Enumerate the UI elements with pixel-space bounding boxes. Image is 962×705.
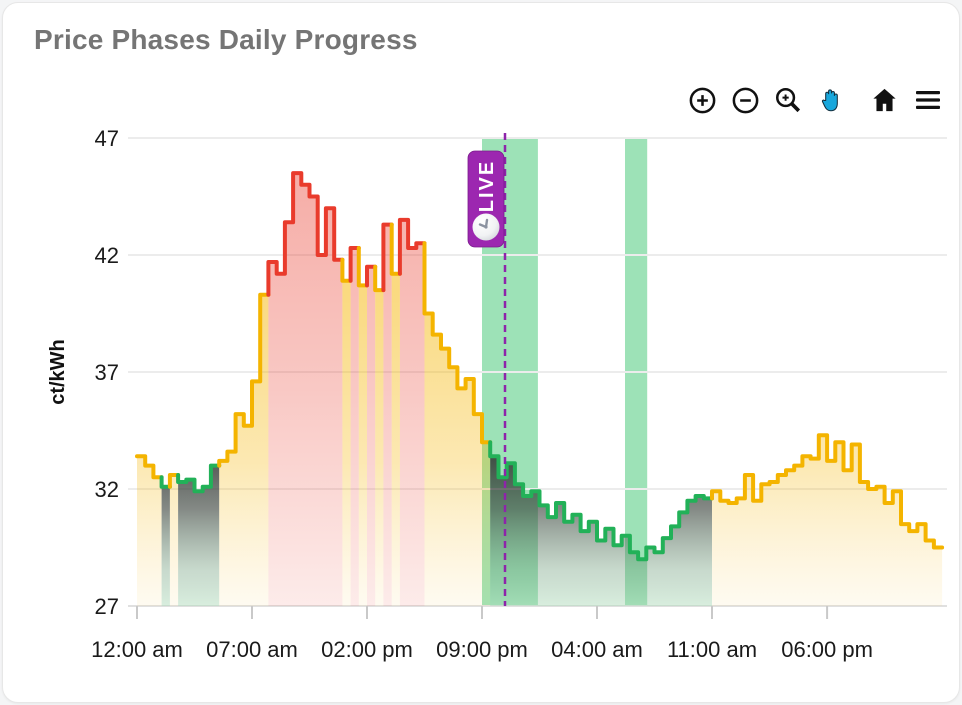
price-step-line [167, 473, 181, 489]
zoom-out-icon [730, 85, 761, 116]
live-badge-label: LIVE [476, 160, 498, 212]
phase-fill [137, 456, 162, 606]
box-zoom-icon [773, 85, 804, 116]
live-clock-icon [472, 213, 500, 241]
phase-fill [358, 285, 367, 606]
phase-fill [399, 219, 425, 606]
menu-button[interactable] [910, 82, 946, 118]
y-axis-title: ct/kWh [47, 339, 69, 405]
phase-fill [375, 290, 384, 606]
home-button[interactable] [867, 83, 902, 118]
phase-fill [383, 224, 392, 606]
price-step-line [176, 463, 222, 494]
menu-icon [912, 84, 944, 116]
x-tick-label: 07:00 am [206, 637, 298, 662]
price-step-line [397, 217, 427, 276]
y-tick-label: 27 [95, 594, 119, 619]
box-zoom-button[interactable] [771, 83, 806, 118]
y-tick-label: 37 [95, 360, 119, 385]
x-tick-label: 11:00 am [667, 637, 757, 662]
home-icon [869, 85, 900, 116]
price-step-line [159, 475, 172, 489]
chart-toolbar [685, 82, 946, 118]
phase-fill [268, 173, 343, 606]
price-step-line [373, 264, 386, 293]
zoom-out-button[interactable] [728, 83, 763, 118]
price-step-line [340, 257, 353, 283]
price-step-line [389, 222, 402, 276]
zoom-in-button[interactable] [685, 83, 720, 118]
price-step-line [135, 454, 164, 480]
price-step-line [365, 264, 378, 288]
phase-fill [219, 294, 269, 606]
phase-fill [367, 266, 376, 606]
zoom-in-icon [687, 85, 718, 116]
phase-fill [350, 248, 359, 606]
y-tick-label: 47 [95, 126, 119, 151]
phase-fill [161, 486, 170, 606]
live-badge[interactable]: LIVE [467, 150, 505, 248]
phase-fill [391, 273, 400, 606]
price-step-line [217, 292, 271, 468]
phase-fill [342, 280, 351, 606]
pan-icon [816, 85, 847, 116]
phase-fill [169, 475, 179, 606]
y-tick-label: 32 [95, 477, 119, 502]
price-step-line [266, 171, 345, 297]
price-step-line [348, 246, 361, 283]
phase-fill [178, 465, 220, 606]
x-tick-label: 12:00 am [91, 637, 183, 662]
phase-fill [490, 456, 712, 606]
price-step-line [710, 433, 945, 550]
price-step-line [381, 222, 394, 293]
price-step-line [488, 440, 714, 562]
y-tick-label: 42 [95, 243, 119, 268]
x-tick-label: 06:00 pm [781, 637, 873, 662]
x-tick-label: 02:00 pm [321, 637, 413, 662]
chart-title: Price Phases Daily Progress [34, 24, 418, 55]
pan-button[interactable] [814, 83, 849, 118]
x-tick-label: 04:00 am [551, 637, 643, 662]
price-step-line [356, 246, 369, 288]
price-step-line [422, 241, 493, 445]
phase-fill [424, 313, 491, 606]
x-tick-label: 09:00 pm [436, 637, 528, 662]
phase-fill [712, 435, 943, 606]
